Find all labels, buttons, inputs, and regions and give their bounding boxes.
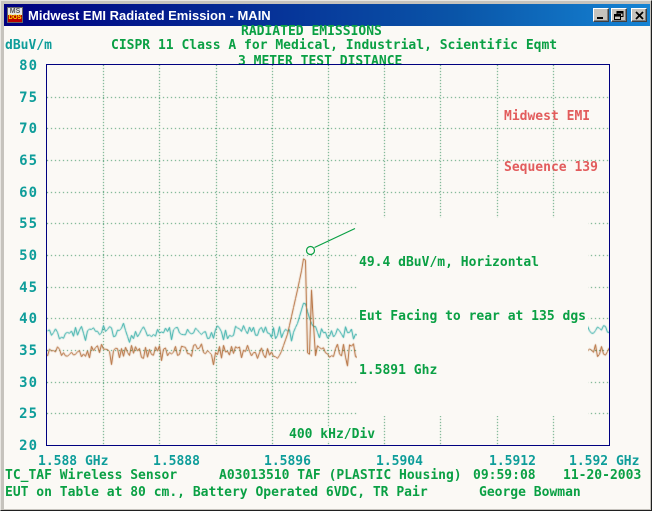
footer-text-segment: EUT on Table at 80 cm., Battery Operated… — [5, 485, 428, 500]
peak-annotation-amplitude: 49.4 dBuV/m, Horizontal — [359, 255, 540, 270]
x-tick-label: 1.5912 — [489, 454, 536, 469]
title-bar[interactable]: MS DOS Midwest EMI Radiated Emission - M… — [4, 4, 650, 26]
restore-icon — [614, 10, 624, 20]
footer-text-segment: TC_TAF Wireless Sensor — [5, 468, 178, 483]
minimize-button[interactable] — [593, 8, 609, 22]
y-tick-label: 45 — [19, 279, 38, 296]
ms-dos-icon-bottom: DOS — [8, 15, 22, 22]
peak-annotation: 49.4 dBuV/m, Horizontal Eut Facing to re… — [357, 218, 588, 416]
x-tick-label: 1.588 GHz — [38, 454, 109, 469]
peak-annotation-orientation: Eut Facing to rear at 135 dgs — [359, 309, 586, 324]
y-tick-label: 70 — [19, 121, 38, 138]
y-tick-label: 35 — [19, 343, 38, 359]
y-tick-label: 50 — [19, 248, 38, 264]
spec-limit-title: CISPR 11 Class A for Medical, Industrial… — [111, 38, 558, 53]
footer-text-segment: 09:59:08 — [473, 468, 536, 483]
ms-dos-icon: MS DOS — [7, 7, 23, 23]
frequency-div-label: 400 kHz/Div — [287, 427, 378, 442]
close-button[interactable] — [631, 8, 647, 22]
y-tick-label: 75 — [19, 89, 38, 106]
legend-sequence: Sequence 139 — [504, 160, 598, 175]
x-tick-label: 1.5896 — [264, 454, 311, 469]
y-tick-label: 55 — [19, 216, 38, 233]
minimize-icon — [597, 16, 603, 19]
y-tick-label: 40 — [19, 311, 38, 328]
legend-company: Midwest EMI — [504, 109, 591, 124]
window-title: Midwest EMI Radiated Emission - MAIN — [28, 7, 271, 23]
footer-text-segment: George Bowman — [479, 485, 581, 500]
footer-text-segment: 11-20-2003 — [563, 468, 642, 483]
y-tick-label: 20 — [19, 438, 38, 454]
restore-button[interactable] — [611, 8, 627, 22]
ms-dos-icon-top: MS — [8, 8, 22, 15]
y-tick-label: 60 — [19, 184, 38, 201]
y-axis-unit-label: dBuV/m — [5, 38, 52, 53]
sequence-legend: Midwest EMI Sequence 139 — [504, 74, 598, 210]
footer-text-segment: A03013510 TAF (PLASTIC Housing) — [219, 468, 462, 483]
y-tick-label: 30 — [19, 374, 38, 391]
report-title: RADIATED EMISSIONS — [241, 24, 382, 39]
close-icon — [634, 10, 644, 20]
x-tick-label: 1.5888 — [153, 454, 200, 469]
peak-annotation-frequency: 1.5891 Ghz — [359, 363, 438, 378]
y-tick-label: 65 — [19, 153, 38, 169]
y-tick-label: 80 — [19, 58, 38, 74]
y-tick-label: 25 — [19, 406, 38, 423]
window-controls — [593, 8, 647, 22]
x-tick-label: 1.592 GHz — [569, 454, 640, 469]
x-tick-label: 1.5904 — [376, 454, 423, 469]
